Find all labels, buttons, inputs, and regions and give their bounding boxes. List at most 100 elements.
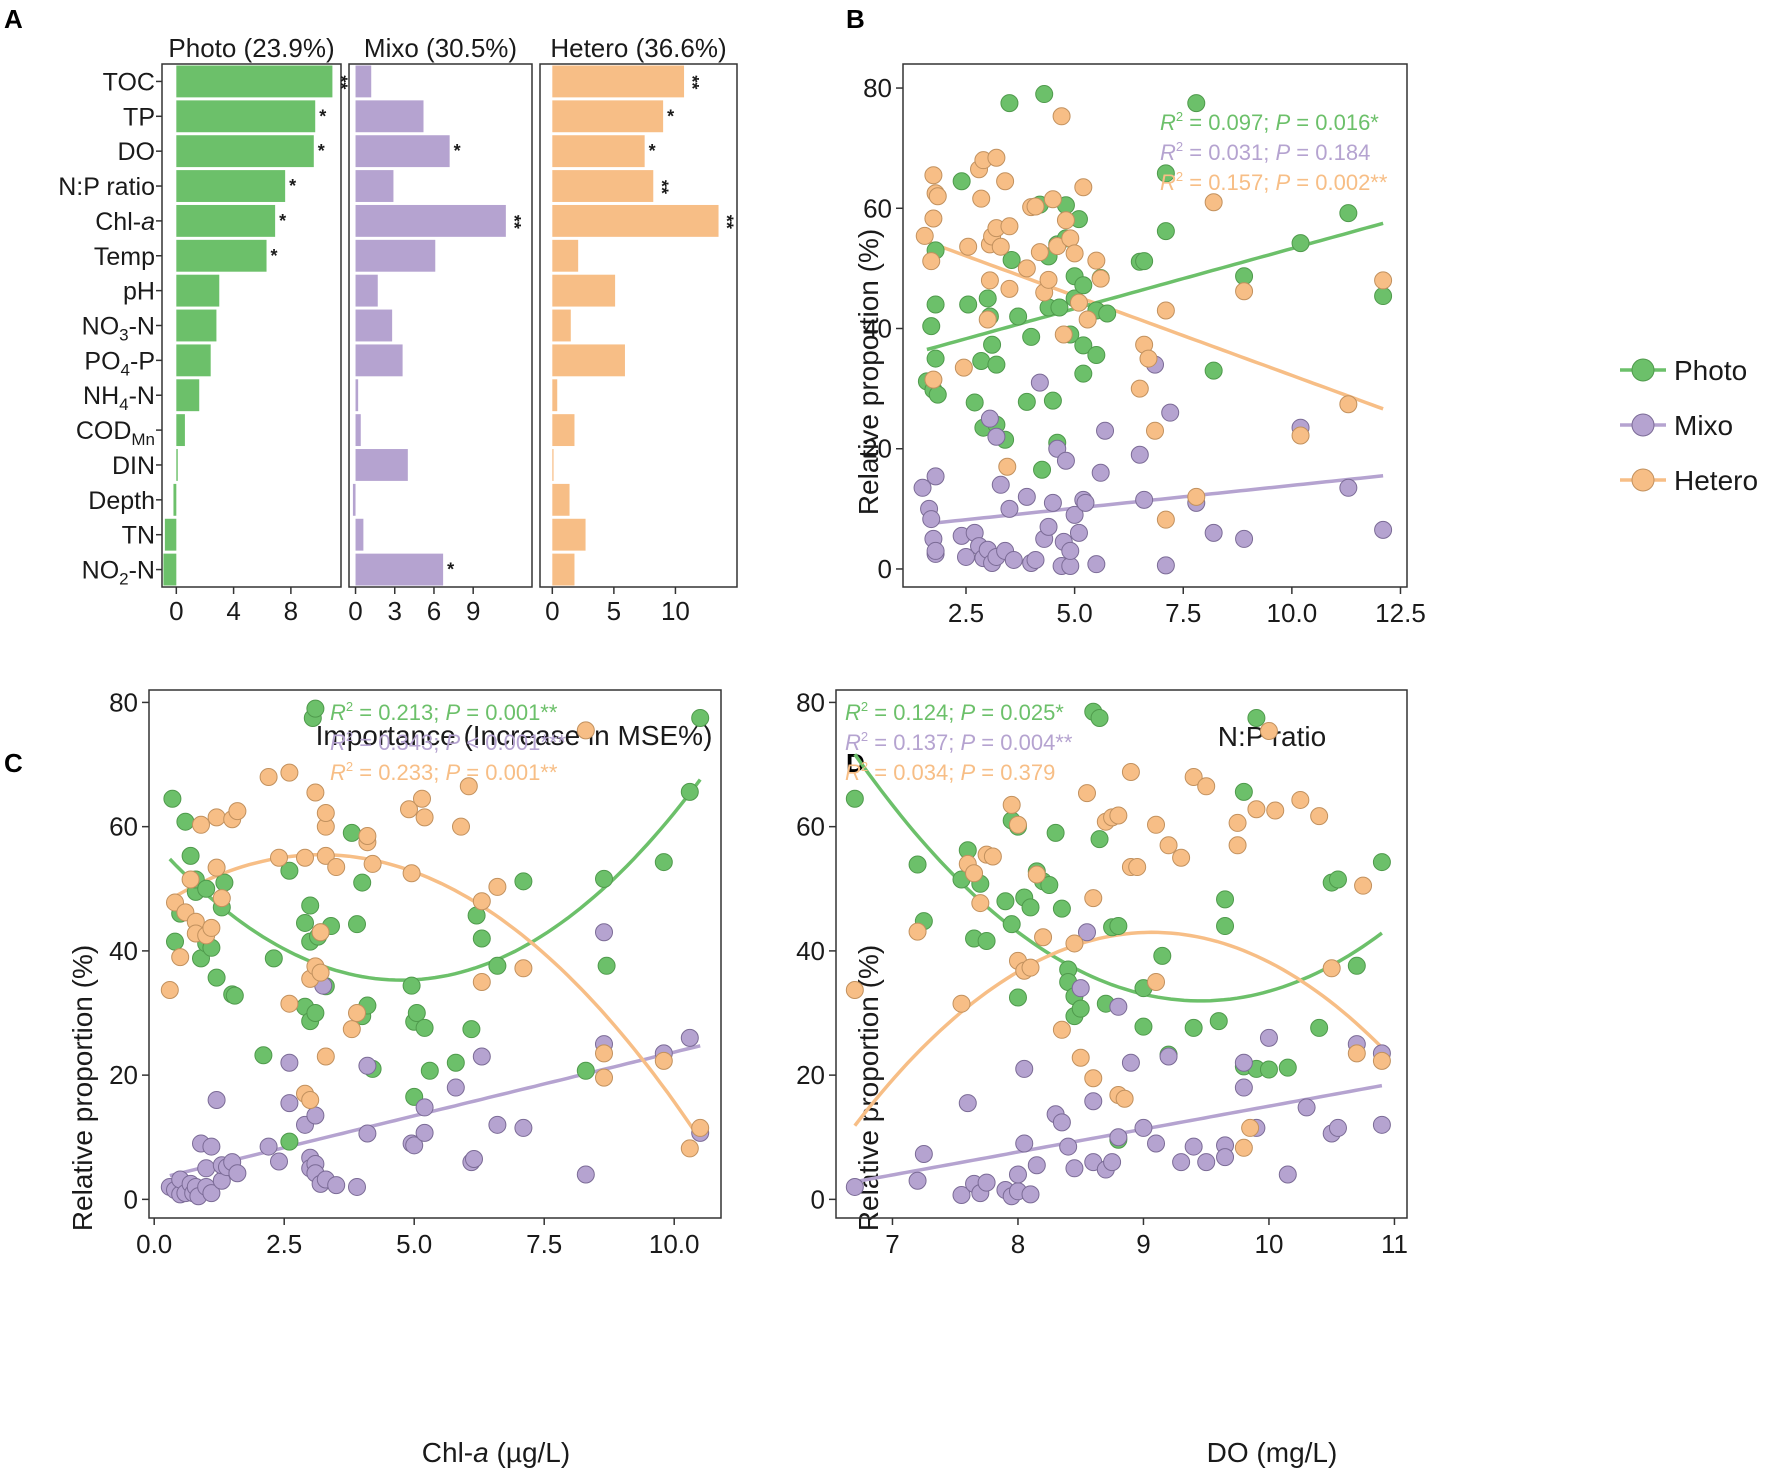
panel-c-x-tick-label: 10.0 [649,1229,700,1259]
category-label-main: DIN [112,452,155,480]
panel-d-do-scatter: DO (mg/L) Relative proportion (%) 7 8 9 10 1… [796,687,1408,1468]
panel-b-point-photo [1000,94,1019,113]
panel-b-point-hetero [928,187,947,206]
panel-c-point-mixo [472,1047,491,1066]
category-label-subscript: Mn [131,430,155,449]
panel-b-point-photo [1187,94,1206,113]
panel-d-point-mixo [1015,1059,1034,1078]
panel-b-point-mixo [1076,493,1095,512]
stat-r-superscript: 2 [346,759,353,774]
stat-p-symbol: P [1275,140,1290,165]
panel-d-point-mixo [914,1145,933,1164]
panel-d-point-photo [1109,917,1128,936]
category-label-subscript: 4 [119,395,128,414]
panel-b-point-photo [1022,327,1041,346]
panel-c-point-photo [415,1018,434,1037]
panel-c-point-mixo [197,1159,216,1178]
panel-b-point-mixo [1135,490,1154,509]
category-label-main: Depth [88,487,155,515]
panel-d-point-mixo [1071,979,1090,998]
panel-b-point-hetero [1156,301,1175,320]
panel-c-point-hetero [459,777,478,796]
panel-a-x-tick-label-photo: 4 [226,596,240,626]
panel-c-point-hetero [691,1118,710,1137]
stat-r-superscript: 2 [861,759,868,774]
stat-p-symbol: P [960,760,975,785]
panel-b-point-hetero [1235,282,1254,301]
panel-c-point-hetero [316,1047,335,1066]
panel-b-y-tick-label: 60 [863,193,892,223]
panel-a-category-toc: TOC [103,68,155,96]
panel-d-stat-mixo: R2 = 0.137; P = 0.004** [845,729,1073,755]
panel-d-point-mixo [1121,1053,1140,1072]
panel-d-x-tick-label: 9 [1136,1229,1150,1259]
panel-d-point-hetero [1027,865,1046,884]
panel-c-point-hetero [160,981,179,1000]
panel-b-point-hetero [972,189,991,208]
panel-a-bar-hetero-chl-a [552,204,719,237]
panel-d-point-hetero [908,922,927,941]
panel-c-point-photo [181,846,200,865]
panel-c-point-hetero [472,972,491,991]
panel-d-point-photo [1234,782,1253,801]
panel-d-point-mixo [1172,1153,1191,1172]
panel-d-point-mixo [1065,1159,1084,1178]
panel-c-point-hetero [207,858,226,877]
panel-d-y-tick-label: 60 [796,812,825,842]
stat-r2-value: = 0.233; [353,760,445,785]
panel-d-point-hetero [1172,848,1191,867]
panel-c-point-photo [420,1061,439,1080]
panel-a-bar-photo-tn [164,518,177,551]
panel-a-facet-title-mixo: Mixo (30.5%) [364,33,517,63]
panel-c-point-photo [462,1020,481,1039]
panel-c-point-photo [280,861,299,880]
panel-b-point-mixo [1061,556,1080,575]
panel-a-bar-hetero-no3-n [552,309,571,342]
panel-a-bar-photo-codmn [176,414,185,447]
panel-label-c: C [4,748,23,778]
panel-b-point-mixo [1204,523,1223,542]
legend-marker-photo [1631,358,1655,382]
panel-a-significance-photo-toc: ** [330,75,350,89]
panel-b-point-photo [1156,164,1175,183]
panel-a-importance-bars: Importance (Increase in MSE%) TOC TP DO N:P… [58,33,738,751]
category-label-main: Chl- [95,208,141,236]
panel-b-point-photo [1135,252,1154,271]
panel-b-point-mixo [980,409,999,428]
panel-c-point-hetero [280,994,299,1013]
panel-a-facet-title-photo: Photo (23.9%) [168,33,334,63]
panel-a-bar-hetero-no2-n [552,553,575,586]
panel-a-x-axis-title: Importance (Increase in MSE%) [316,720,713,751]
category-label-main: N:P ratio [58,173,155,201]
panel-b-point-mixo [926,541,945,560]
panel-c-point-hetero [576,721,595,740]
panel-a-significance-photo-n-p-ratio: * [289,176,296,196]
panel-d-point-hetero [983,847,1002,866]
panel-d-point-hetero [1259,721,1278,740]
panel-d-point-photo [1347,956,1366,975]
panel-b-x-tick-label: 12.5 [1375,598,1426,628]
panel-a-bar-hetero-temp [552,239,579,272]
panel-b-point-hetero [1026,197,1045,216]
panel-d-y-tick-label: 80 [796,687,825,717]
panel-c-point-hetero [192,815,210,834]
category-label-italic: a [141,208,155,236]
panel-b-point-photo [1002,250,1021,269]
panel-c-point-hetero [280,763,299,782]
panel-c-point-photo [342,823,361,842]
panel-c-fit-line-mixo [169,1044,701,1178]
panel-b-point-hetero [1043,190,1062,209]
panel-d-point-mixo [1328,1118,1347,1137]
stat-r-superscript: 2 [1176,169,1183,184]
panel-d-point-photo [1046,823,1065,842]
panel-c-y-tick-label: 0 [124,1184,138,1214]
panel-d-point-hetero [1052,1020,1071,1039]
category-label-main: DO [118,138,156,166]
panel-a-bar-photo-depth [173,483,177,516]
panel-d-point-mixo [1147,1134,1166,1153]
panel-b-stat-mixo: R2 = 0.031; P = 0.184 [1160,139,1370,165]
panel-a-category-codmn: CODMn [76,417,155,449]
panel-c-point-hetero [595,1068,613,1087]
panel-b-point-photo [983,335,1002,354]
panel-a-bar-mixo-depth [352,483,356,516]
